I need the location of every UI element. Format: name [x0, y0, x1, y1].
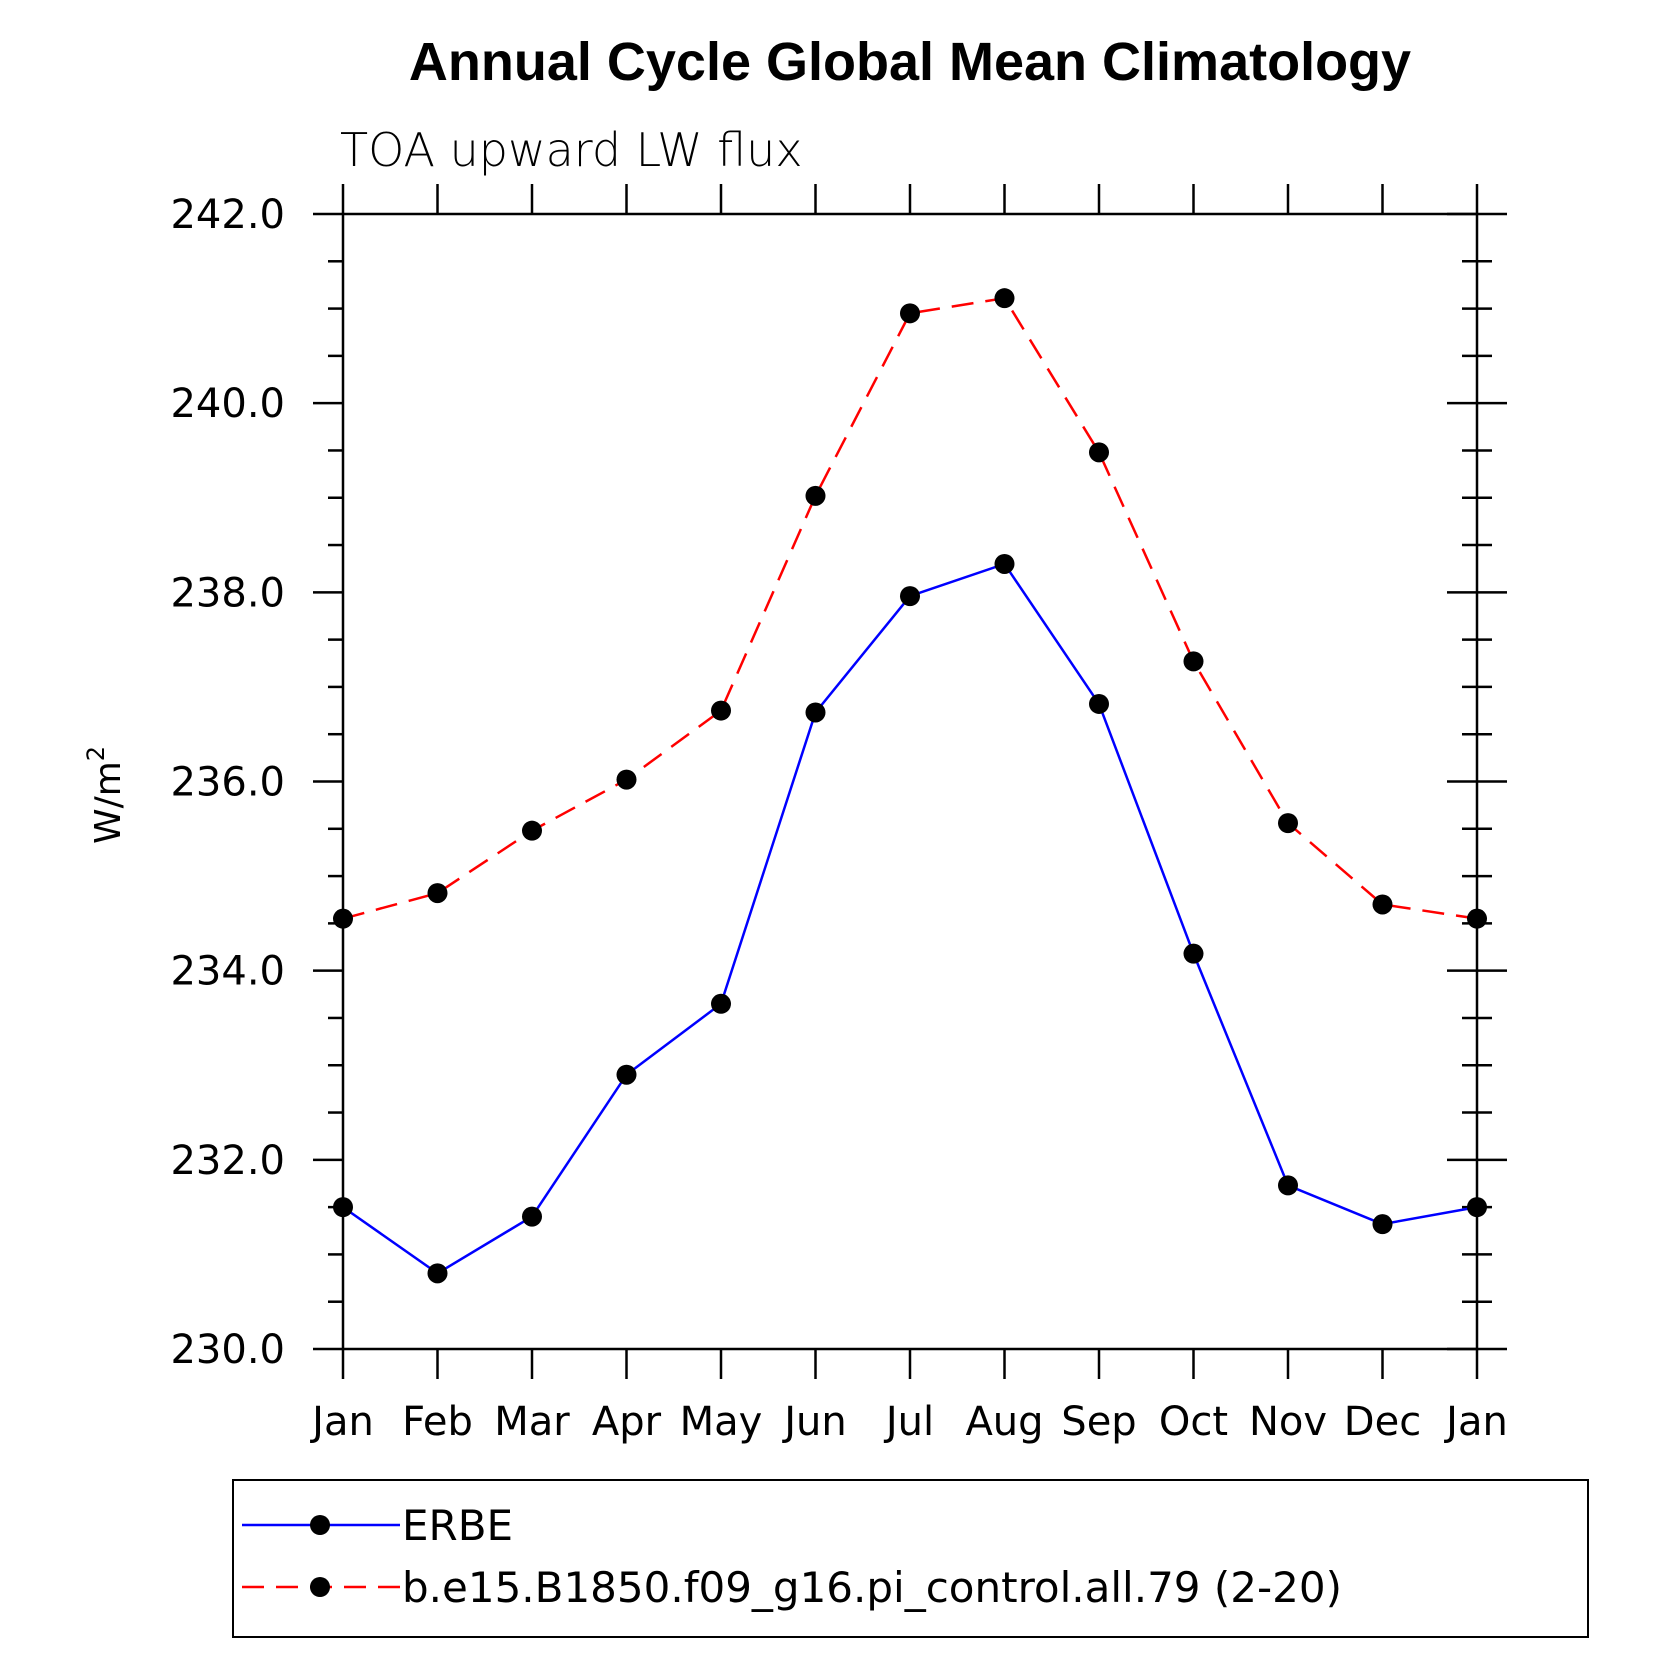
x-tick-label: Sep [1061, 1399, 1136, 1445]
y-tick-label: 240.0 [170, 381, 285, 427]
y-tick-label: 230.0 [170, 1327, 285, 1373]
data-point [994, 288, 1015, 309]
series-line [342, 562, 1478, 1275]
x-tick-label: May [680, 1399, 763, 1445]
x-tick-label: Jan [309, 1399, 374, 1445]
legend-marker [310, 1515, 330, 1535]
data-point [1278, 813, 1298, 834]
data-point [805, 485, 826, 506]
data-point [427, 1263, 448, 1284]
y-tick-label: 232.0 [170, 1138, 285, 1184]
y-tick-label: 234.0 [170, 949, 285, 995]
x-tick-label: Oct [1159, 1399, 1228, 1445]
data-point [1183, 943, 1204, 964]
data-point [994, 553, 1015, 574]
data-point [711, 700, 731, 721]
x-tick-label: Jan [1443, 1399, 1508, 1445]
data-point [1467, 908, 1487, 929]
legend-box [232, 1479, 1589, 1638]
y-axis-label-text: W/m [88, 761, 129, 844]
data-point [1183, 651, 1204, 672]
data-point [616, 1064, 637, 1085]
data-point [333, 908, 353, 929]
y-tick-label: 238.0 [170, 570, 285, 616]
data-point [711, 993, 731, 1014]
x-tick-label: Feb [402, 1399, 473, 1445]
x-tick-label: Nov [1249, 1399, 1327, 1445]
x-tick-label: Jul [883, 1399, 934, 1445]
y-tick-label: 242.0 [170, 192, 285, 238]
y-tick-label: 236.0 [170, 760, 285, 806]
x-tick-label: Dec [1344, 1399, 1421, 1445]
x-tick-label: Apr [592, 1399, 662, 1445]
data-point [522, 1206, 542, 1227]
data-point [1372, 894, 1393, 915]
chart-subtitle: TOA upward LW flux [340, 123, 803, 177]
axis-ticks [313, 184, 1507, 1379]
data-point [427, 883, 448, 904]
data-point [1372, 1214, 1393, 1235]
x-tick-label: Aug [965, 1399, 1043, 1445]
data-point [616, 769, 637, 790]
chart-title: Annual Cycle Global Mean Climatology [409, 32, 1411, 92]
legend-label: ERBE [402, 1501, 513, 1550]
legend-marker [310, 1577, 330, 1597]
data-point [900, 586, 920, 607]
data-point [1089, 442, 1109, 463]
plot-frame [341, 212, 1479, 1351]
y-axis-label-superscript: 2 [82, 746, 110, 761]
data-point [333, 1197, 353, 1218]
data-point [1278, 1175, 1298, 1196]
x-tick-label: Mar [494, 1399, 570, 1445]
data-point [805, 702, 826, 723]
svg-text:W/m2: W/m2 [82, 746, 129, 844]
legend-label: b.e15.B1850.f09_g16.pi_control.all.79 (2… [402, 1563, 1342, 1612]
legend: ERBE b.e15.B1850.f09_g16.pi_control.all.7… [242, 1501, 1342, 1612]
tick-labels: 230.0 232.0 234.0 236.0 238.0 240.0 242.0 Jan Fe… [170, 192, 1507, 1445]
data-point [522, 820, 542, 841]
data-point [1089, 693, 1109, 714]
y-axis-label: W/m2 [82, 746, 129, 844]
data-point [1467, 1197, 1487, 1218]
data-point [900, 303, 920, 324]
series-layer [333, 288, 1487, 1284]
series-line [342, 296, 1478, 920]
x-tick-label: Jun [781, 1399, 847, 1445]
